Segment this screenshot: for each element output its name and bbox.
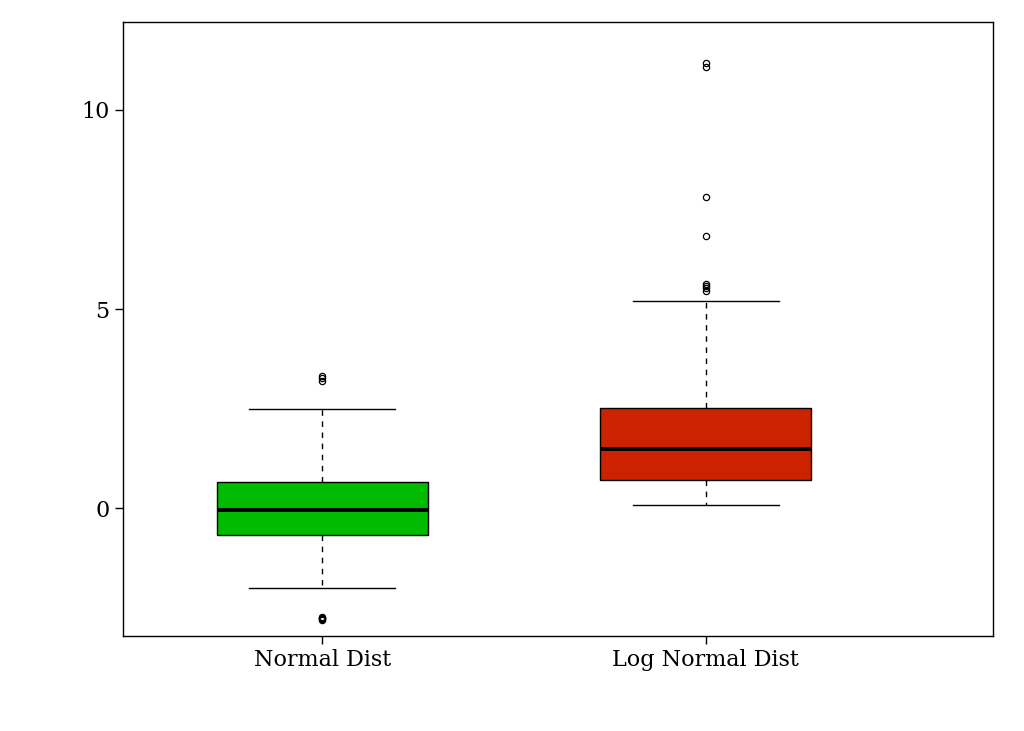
- Bar: [217, 482, 428, 535]
- Bar: [600, 408, 811, 480]
